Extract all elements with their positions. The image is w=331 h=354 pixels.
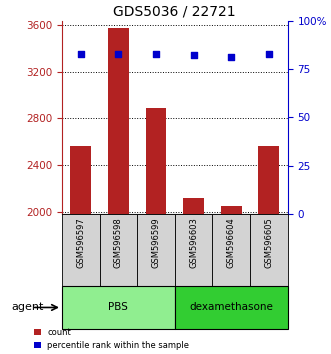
- Text: agent: agent: [11, 302, 43, 313]
- Point: [78, 51, 83, 56]
- Bar: [108, 28, 129, 214]
- Bar: [259, 147, 279, 214]
- Bar: [137, 214, 175, 286]
- Text: GSM596605: GSM596605: [264, 217, 273, 268]
- Legend: count, percentile rank within the sample: count, percentile rank within the sample: [31, 325, 193, 353]
- Bar: [175, 286, 288, 329]
- Text: GSM596599: GSM596599: [152, 217, 161, 268]
- Title: GDS5036 / 22721: GDS5036 / 22721: [114, 4, 236, 18]
- Text: PBS: PBS: [108, 302, 128, 313]
- Bar: [183, 198, 204, 214]
- Text: dexamethasone: dexamethasone: [189, 302, 273, 313]
- Text: GSM596598: GSM596598: [114, 217, 123, 268]
- Point: [228, 55, 234, 60]
- Bar: [221, 206, 242, 214]
- Bar: [175, 214, 213, 286]
- Bar: [250, 214, 288, 286]
- Point: [116, 51, 121, 56]
- Bar: [62, 214, 100, 286]
- Bar: [62, 286, 175, 329]
- Point: [266, 51, 271, 56]
- Text: GSM596597: GSM596597: [76, 217, 85, 268]
- Text: GSM596604: GSM596604: [227, 217, 236, 268]
- Point: [153, 51, 159, 56]
- Point: [191, 53, 196, 58]
- Bar: [213, 214, 250, 286]
- Bar: [71, 147, 91, 214]
- Bar: [146, 108, 166, 214]
- Bar: [100, 214, 137, 286]
- Text: GSM596603: GSM596603: [189, 217, 198, 268]
